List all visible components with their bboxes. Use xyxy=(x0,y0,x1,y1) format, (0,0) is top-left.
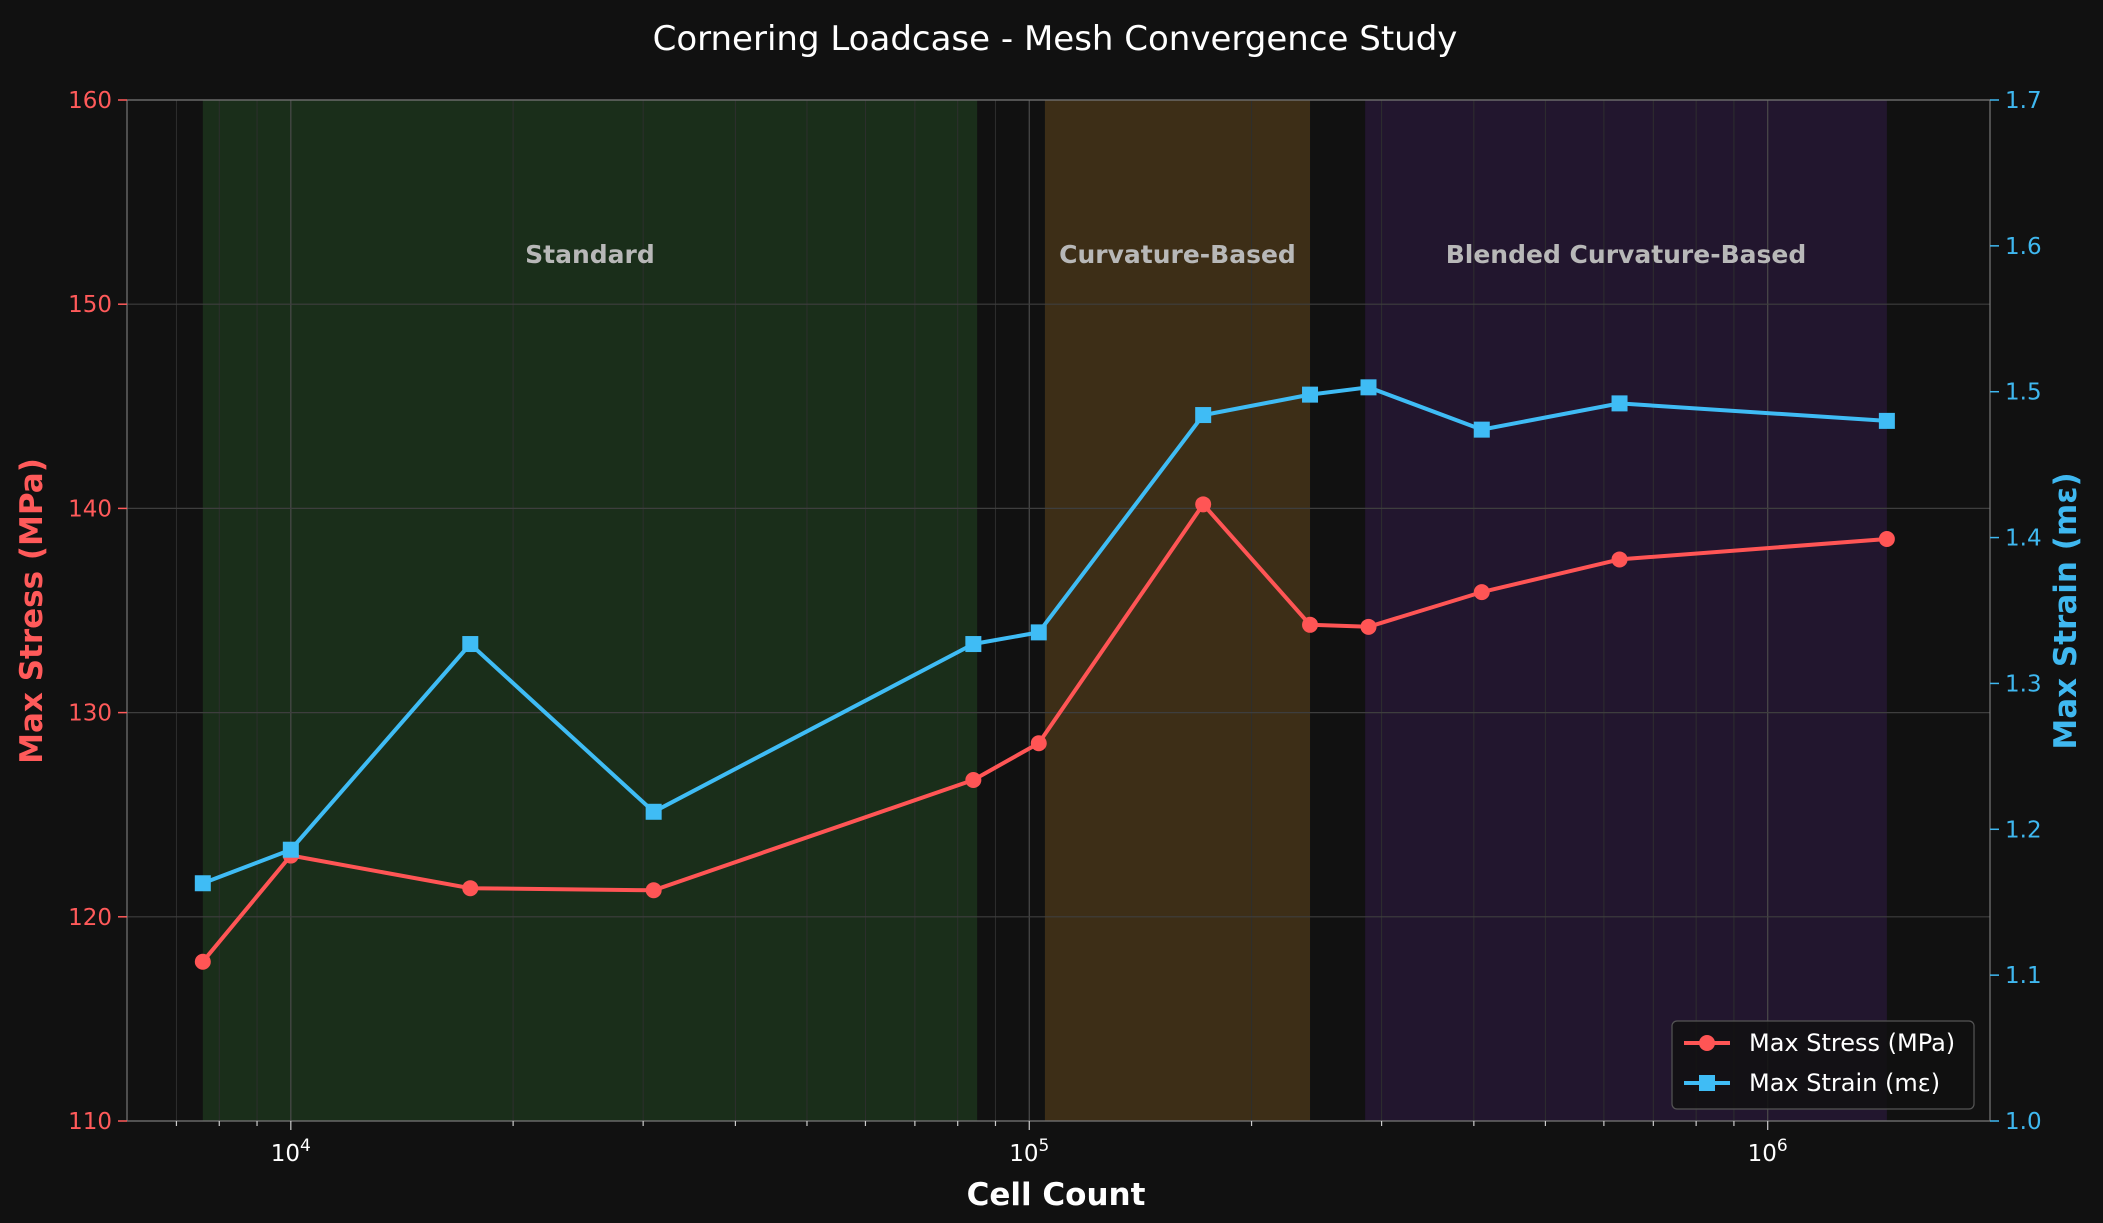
legend-marker-1 xyxy=(1699,1075,1715,1091)
legend-marker-0 xyxy=(1699,1035,1715,1051)
series-0-point-6 xyxy=(1195,496,1211,512)
y-right-tick-label-3: 1.3 xyxy=(2005,671,2042,697)
series-0-point-0 xyxy=(195,954,211,970)
series-1-point-6 xyxy=(1195,407,1211,423)
series-1-point-8 xyxy=(1360,379,1376,395)
series-1-point-4 xyxy=(965,636,981,652)
region-label-2: Blended Curvature-Based xyxy=(1446,240,1807,269)
series-0-point-8 xyxy=(1360,619,1376,635)
y-right-tick-label-4: 1.4 xyxy=(2005,526,2042,552)
y-left-tick-label-1: 120 xyxy=(68,905,112,931)
series-1-point-11 xyxy=(1879,413,1895,429)
chart-title: Cornering Loadcase - Mesh Convergence St… xyxy=(653,19,1458,59)
series-1-point-5 xyxy=(1031,624,1047,640)
y-axis-right-label: Max Strain (mε) xyxy=(2048,472,2084,749)
series-1-point-2 xyxy=(462,636,478,652)
y-left-tick-label-0: 110 xyxy=(68,1109,112,1135)
series-1-point-1 xyxy=(283,842,299,858)
region-label-0: Standard xyxy=(525,240,655,269)
y-left-tick-label-3: 140 xyxy=(68,496,112,522)
y-left-tick-label-5: 160 xyxy=(68,88,112,114)
legend: Max Stress (MPa) Max Strain (mε) xyxy=(1672,1021,1974,1109)
series-0-point-7 xyxy=(1302,617,1318,633)
y-right-tick-label-2: 1.2 xyxy=(2005,817,2042,843)
legend-label-1: Max Strain (mε) xyxy=(1749,1069,1940,1097)
y-right-tick-label-0: 1.0 xyxy=(2005,1109,2042,1135)
series-0-point-10 xyxy=(1612,551,1628,567)
series-1-point-10 xyxy=(1612,395,1628,411)
y-right-tick-label-5: 1.5 xyxy=(2005,380,2042,406)
y-right-tick-label-1: 1.1 xyxy=(2005,963,2042,989)
y-left-tick-label-4: 150 xyxy=(68,292,112,318)
x-axis-label: Cell Count xyxy=(967,1177,1146,1213)
region-label-1: Curvature-Based xyxy=(1059,240,1296,269)
series-0-point-9 xyxy=(1474,584,1490,600)
series-1-point-7 xyxy=(1302,387,1318,403)
series-0-point-5 xyxy=(1031,735,1047,751)
series-1-point-0 xyxy=(195,875,211,891)
y-right-tick-label-7: 1.7 xyxy=(2005,88,2042,114)
y-axis-left-label: Max Stress (MPa) xyxy=(14,458,50,764)
y-left-tick-label-2: 130 xyxy=(68,701,112,727)
legend-label-0: Max Stress (MPa) xyxy=(1749,1029,1955,1057)
series-1-point-3 xyxy=(646,804,662,820)
series-0-point-4 xyxy=(965,772,981,788)
series-0-point-3 xyxy=(646,882,662,898)
series-1-point-9 xyxy=(1474,422,1490,438)
series-0-point-2 xyxy=(462,880,478,896)
series-0-point-11 xyxy=(1879,531,1895,547)
y-right-tick-label-6: 1.6 xyxy=(2005,234,2042,260)
